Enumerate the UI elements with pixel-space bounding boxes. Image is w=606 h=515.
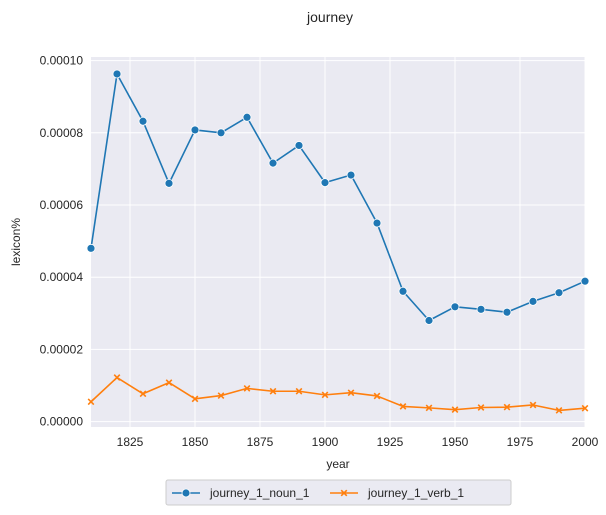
x-tick-label: 1875	[247, 435, 274, 449]
series-2-point	[503, 403, 511, 411]
series-2-line	[90, 376, 586, 412]
series-1-point	[294, 141, 304, 150]
series-1-point	[580, 276, 590, 286]
series-1-point	[476, 304, 486, 314]
series-2-point	[87, 398, 95, 406]
series-2-point	[139, 390, 147, 398]
series-1-point	[398, 286, 408, 296]
series-lines	[86, 69, 590, 414]
series-2-point	[529, 401, 537, 409]
legend: journey_1_noun_1 journey_1_verb_1	[165, 479, 512, 506]
x-tick-label: 1950	[442, 435, 469, 449]
x-tick-label: 1975	[507, 435, 534, 449]
legend-entry-series-1: journey_1_noun_1	[172, 486, 310, 500]
series-1-point	[86, 243, 96, 253]
y-tick-label: 0.00004	[40, 270, 84, 284]
y-tick-label: 0.00006	[40, 198, 84, 212]
y-tick-label: 0.00008	[40, 126, 84, 140]
y-tick-labels: 0.00000 0.00002 0.00004 0.00006 0.00008 0.000…	[40, 54, 84, 429]
legend-marker	[181, 488, 191, 498]
series-1-point	[164, 178, 174, 188]
series-1-point	[242, 112, 252, 122]
series-2-point	[477, 404, 485, 411]
series-2-point	[113, 374, 121, 381]
series-2-point	[269, 387, 277, 395]
grid-lines	[91, 57, 586, 427]
legend-label: journey_1_noun_1	[209, 486, 310, 500]
series-1-point	[320, 178, 330, 188]
y-tick-label: 0.00010	[40, 54, 84, 68]
series-1-point	[112, 69, 122, 79]
series-2-point	[399, 403, 407, 410]
series-1	[86, 69, 590, 325]
plot-area	[91, 57, 585, 427]
series-1-point	[346, 170, 356, 180]
series-2-point	[321, 391, 329, 399]
series-2-point	[581, 404, 589, 412]
y-axis-label: lexicon%	[9, 218, 23, 266]
series-2-point	[165, 379, 173, 386]
legend-marker	[340, 489, 348, 497]
series-2-point	[243, 385, 251, 392]
series-1-point	[528, 296, 538, 306]
series-2-point	[295, 387, 303, 395]
series-2-point	[217, 392, 225, 399]
series-2-point	[373, 392, 381, 400]
series-1-point	[216, 128, 226, 138]
series-2-point	[451, 406, 459, 414]
x-axis-label: year	[326, 457, 349, 471]
x-tick-label: 1900	[312, 435, 339, 449]
series-2-point	[347, 389, 355, 397]
x-tick-label: 1850	[182, 435, 209, 449]
series-1-point	[138, 116, 148, 126]
series-1-point	[372, 218, 382, 228]
series-1-point	[554, 288, 564, 298]
legend-entry-series-2: journey_1_verb_1	[330, 486, 464, 500]
x-tick-label: 2000	[572, 435, 599, 449]
series-2-point	[191, 395, 199, 403]
series-1-point	[502, 307, 512, 317]
series-2-point	[425, 404, 433, 412]
x-tick-labels: 1825 1850 1875 1900 1925 1950 1975 2000	[117, 435, 599, 449]
series-1-point	[424, 316, 434, 325]
y-tick-label: 0.00002	[40, 342, 84, 356]
chart-title: journey	[306, 9, 353, 25]
y-tick-label: 0.00000	[40, 415, 84, 429]
x-tick-label: 1925	[377, 435, 404, 449]
series-1-point	[190, 125, 200, 135]
series-1-point	[450, 302, 460, 312]
legend-label: journey_1_verb_1	[367, 486, 464, 500]
series-2	[87, 374, 589, 414]
x-tick-label: 1825	[117, 435, 144, 449]
series-2-point	[555, 407, 563, 414]
series-1-point	[268, 158, 278, 168]
